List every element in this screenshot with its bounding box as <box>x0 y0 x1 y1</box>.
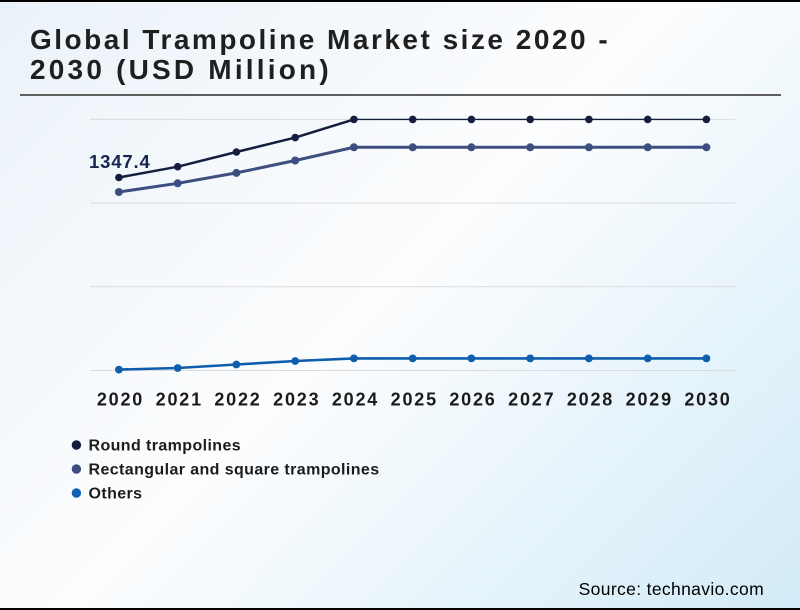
svg-text:1347.4: 1347.4 <box>89 151 151 172</box>
svg-text:2030: 2030 <box>684 389 731 409</box>
svg-text:Others: Others <box>89 486 143 503</box>
svg-text:Rectangular and square trampol: Rectangular and square trampolines <box>89 462 380 479</box>
svg-text:2022: 2022 <box>214 389 261 409</box>
svg-text:2024: 2024 <box>332 389 379 409</box>
svg-text:2023: 2023 <box>273 389 320 409</box>
svg-text:2020: 2020 <box>97 389 144 409</box>
svg-text:2029: 2029 <box>626 389 673 409</box>
svg-text:Round trampolines: Round trampolines <box>89 438 242 455</box>
svg-text:2025: 2025 <box>391 389 438 409</box>
svg-text:2026: 2026 <box>449 389 496 409</box>
svg-text:2027: 2027 <box>508 389 555 409</box>
svg-text:2021: 2021 <box>156 389 203 409</box>
svg-text:2028: 2028 <box>567 389 614 409</box>
